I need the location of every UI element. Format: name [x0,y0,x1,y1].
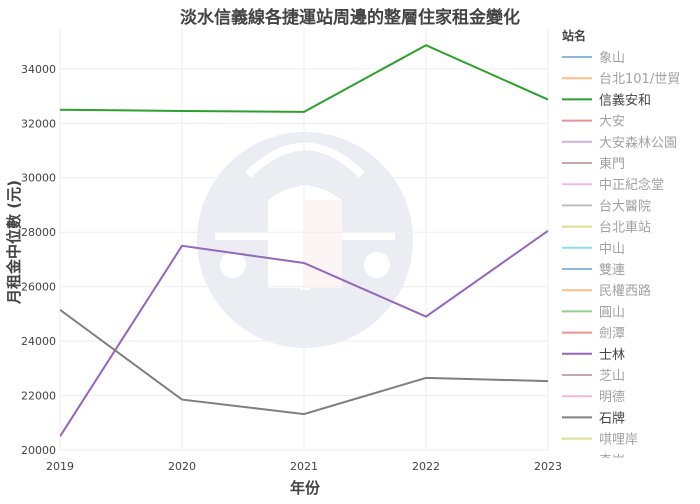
legend-label: 唭哩岸 [599,433,638,448]
legend-item[interactable]: 象山 [562,51,625,66]
legend-label: 雙連 [599,263,625,278]
legend-label: 台北車站 [599,221,651,236]
legend-label: 劍潭 [599,326,625,342]
legend-item[interactable]: 圓山 [562,305,625,320]
x-axis-title: 年份 [290,479,321,497]
x-tick-label: 2021 [290,460,318,473]
legend-label: 士林 [599,348,625,363]
legend-label: 石牌 [599,410,625,426]
legend-label: 奇岩 [599,453,625,469]
legend-item[interactable]: 台北101/世貿 [562,72,680,87]
legend-item[interactable]: 大安森林公園 [562,136,677,151]
legend-label: 圓山 [599,305,625,320]
grid-lines [60,28,548,450]
legend-item[interactable]: 中山 [562,242,625,257]
legend-label: 台大醫院 [599,199,651,214]
legend-label: 中山 [599,242,625,257]
y-axis-title: 月租金中位數 (元) [5,180,23,305]
y-tick-label: 28000 [21,226,56,239]
x-tick-label: 2022 [412,460,440,473]
legend-item[interactable]: 奇岩 [562,453,625,469]
legend-label: 民權西路 [599,283,651,299]
y-tick-label: 26000 [21,281,56,294]
legend-item[interactable]: 中正紀念堂 [562,177,664,193]
legend-item[interactable]: 士林 [562,348,625,363]
legend-label: 中正紀念堂 [599,177,664,193]
legend-item[interactable]: 劍潭 [562,326,625,342]
legend-item[interactable]: 信義安和 [562,92,651,108]
legend-item[interactable]: 大安 [562,115,625,130]
y-tick-label: 24000 [21,335,56,348]
legend-item[interactable]: 台北車站 [562,221,651,236]
y-tick-label: 22000 [21,390,56,403]
y-tick-label: 30000 [21,172,56,185]
legend-item[interactable]: 唭哩岸 [562,433,638,448]
legend-item[interactable]: 明德 [562,390,625,405]
legend-label: 大安 [599,115,625,130]
x-tick-label: 2020 [168,460,196,473]
legend-label: 明德 [599,390,625,405]
x-tick-label: 2023 [534,460,562,473]
legend-item[interactable]: 東門 [562,156,625,172]
chart-title: 淡水信義線各捷運站周邊的整層住家租金變化 [180,7,520,28]
legend-item[interactable]: 民權西路 [562,283,651,299]
legend-item[interactable]: 石牌 [562,410,625,426]
legend-label: 大安森林公園 [599,136,677,151]
y-tick-label: 34000 [21,63,56,76]
legend-label: 芝山 [599,368,625,384]
watermark-logo [197,132,413,348]
x-tick-label: 2019 [46,460,74,473]
legend-item[interactable]: 芝山 [562,368,625,384]
legend-label: 信義安和 [599,92,651,108]
legend-item[interactable]: 雙連 [562,263,625,278]
legend-item[interactable]: 台大醫院 [562,199,651,214]
legend-label: 象山 [599,51,625,66]
y-tick-label: 20000 [21,444,56,457]
legend[interactable]: 象山台北101/世貿信義安和大安大安森林公園東門中正紀念堂台大醫院台北車站中山雙… [562,51,680,469]
legend-title: 站名 [562,28,586,43]
legend-label: 台北101/世貿 [599,72,680,87]
legend-label: 東門 [599,156,625,172]
y-tick-label: 32000 [21,117,56,130]
